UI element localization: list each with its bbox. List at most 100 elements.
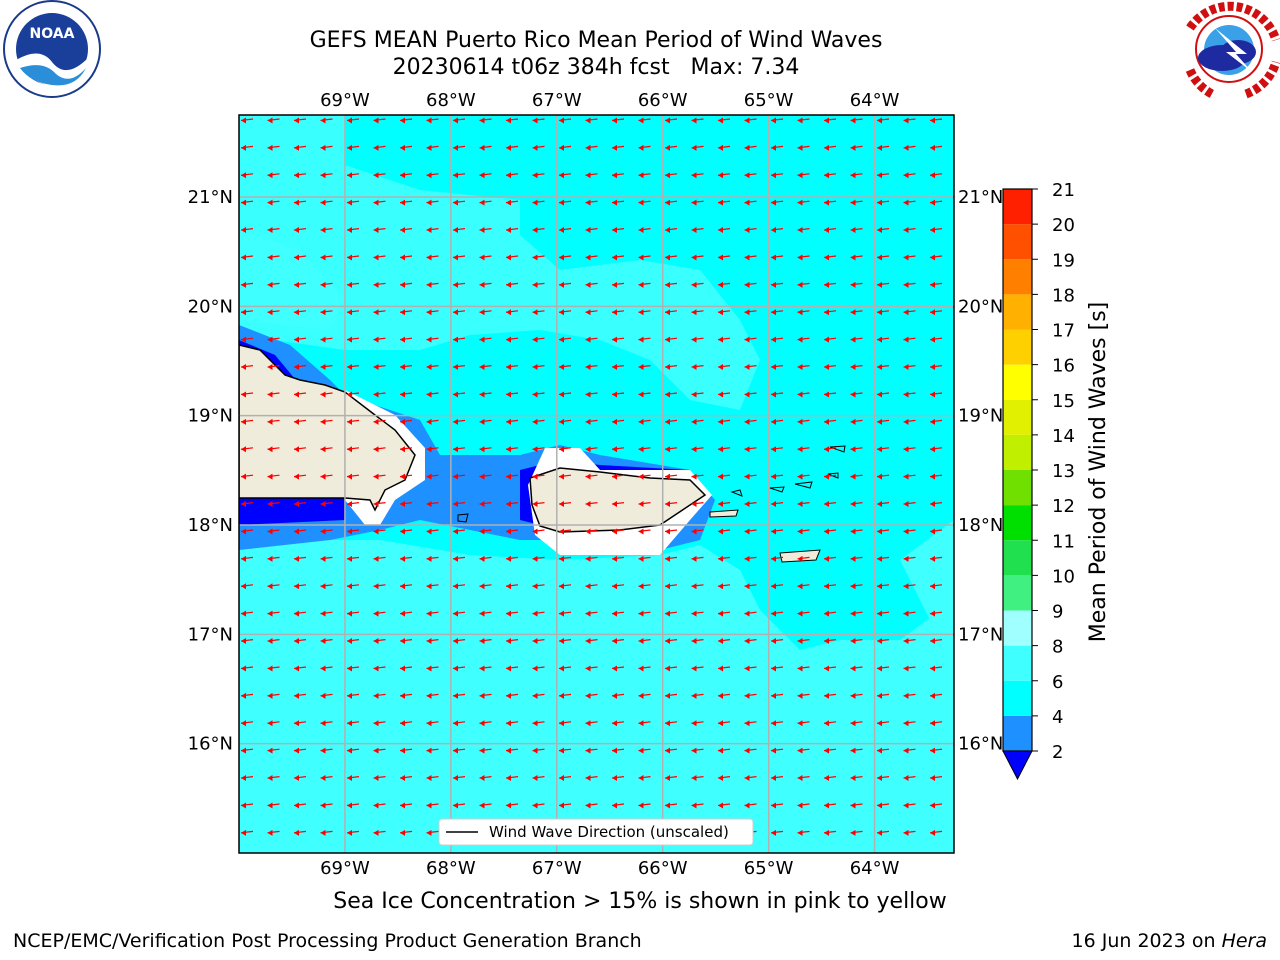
wave-direction-arrow	[426, 418, 439, 425]
wave-direction-arrow	[320, 583, 333, 590]
wave-direction-arrow	[452, 610, 466, 617]
colorbar-bin	[1003, 610, 1032, 646]
wave-direction-arrow	[267, 555, 280, 562]
noaa-logo: NOAA	[3, 0, 101, 98]
wave-direction-arrow	[532, 802, 545, 809]
wave-direction-arrow	[611, 747, 625, 754]
wave-direction-arrow	[240, 555, 254, 562]
wave-direction-arrow	[770, 364, 784, 371]
wave-direction-arrow	[267, 281, 280, 288]
wave-direction-arrow	[929, 199, 943, 206]
wave-direction-arrow	[452, 692, 466, 699]
wave-direction-arrow	[611, 528, 625, 535]
wave-direction-arrow	[532, 364, 545, 371]
wave-direction-arrow	[876, 391, 890, 398]
wave-direction-arrow	[717, 665, 731, 672]
map-frame	[238, 114, 955, 854]
wave-direction-arrow	[399, 172, 413, 179]
wave-direction-arrow	[717, 199, 731, 206]
wave-direction-arrow	[770, 747, 784, 754]
wave-direction-arrow	[505, 254, 519, 261]
wave-direction-arrow	[240, 117, 254, 124]
wave-direction-arrow	[267, 254, 280, 261]
wave-direction-arrow	[744, 336, 757, 343]
wave-direction-arrow	[320, 829, 333, 836]
wave-direction-arrow	[532, 391, 545, 398]
wave-direction-arrow	[585, 144, 598, 151]
wave-direction-arrow	[876, 692, 890, 699]
wave-direction-arrow	[532, 254, 545, 261]
wave-direction-arrow	[611, 473, 625, 480]
wave-direction-arrow	[823, 172, 837, 179]
colorbar: 2 4 6 8 9 10 11 12 13 14 15 16 17 18 19 20 21	[1002, 180, 1075, 781]
wave-direction-arrow	[717, 418, 731, 425]
wave-direction-arrow	[770, 446, 784, 453]
wave-direction-arrow	[479, 555, 492, 562]
wave-direction-arrow	[505, 364, 519, 371]
wave-direction-arrow	[320, 309, 333, 316]
wave-direction-arrow	[823, 309, 837, 316]
wave-direction-arrow	[585, 364, 598, 371]
wave-direction-arrow	[532, 199, 545, 206]
wave-direction-arrow	[320, 227, 333, 234]
longitude-labels-top: 69°W 68°W 67°W 66°W 65°W 64°W	[320, 90, 900, 111]
wave-direction-arrow	[426, 199, 439, 206]
wave-direction-arrow	[320, 117, 333, 124]
wind-wave-direction-arrows	[240, 117, 943, 836]
wave-direction-arrow	[876, 446, 890, 453]
wave-direction-arrow	[267, 692, 280, 699]
wave-direction-arrow	[664, 281, 678, 288]
wave-direction-arrow	[346, 473, 360, 480]
wave-direction-arrow	[797, 775, 810, 782]
wave-direction-arrow	[479, 720, 492, 727]
wave-direction-arrow	[638, 692, 651, 699]
wave-direction-arrow	[638, 446, 651, 453]
wave-direction-arrow	[691, 638, 704, 645]
wave-direction-arrow	[399, 117, 413, 124]
wave-direction-arrow	[267, 144, 280, 151]
wave-direction-arrow	[717, 336, 731, 343]
wave-direction-arrow	[240, 446, 254, 453]
wave-direction-arrow	[452, 336, 466, 343]
wave-direction-arrow	[505, 309, 519, 316]
wave-direction-arrow	[585, 391, 598, 398]
wave-direction-arrow	[744, 501, 757, 508]
wave-direction-arrow	[929, 144, 943, 151]
wave-direction-arrow	[452, 391, 466, 398]
lat-label-right: 21°N	[958, 187, 1003, 208]
wave-direction-arrow	[558, 528, 572, 535]
wave-direction-arrow	[240, 501, 254, 508]
wave-direction-arrow	[373, 309, 386, 316]
wave-direction-arrow	[240, 144, 254, 151]
wave-direction-arrow	[558, 692, 572, 699]
wave-direction-arrow	[691, 555, 704, 562]
wave-direction-arrow	[691, 281, 704, 288]
wave-direction-arrow	[611, 720, 625, 727]
wave-direction-arrow	[876, 117, 890, 124]
wave-direction-arrow	[850, 610, 863, 617]
wave-direction-arrow	[479, 775, 492, 782]
wave-direction-arrow	[876, 144, 890, 151]
lon-label-bottom: 69°W	[320, 858, 370, 879]
wave-direction-arrow	[744, 391, 757, 398]
wave-direction-arrow	[744, 473, 757, 480]
wave-direction-arrow	[479, 446, 492, 453]
wave-direction-arrow	[717, 775, 731, 782]
wave-direction-arrow	[876, 501, 890, 508]
wave-direction-arrow	[770, 144, 784, 151]
wave-direction-arrow	[744, 665, 757, 672]
wave-direction-arrow	[558, 144, 572, 151]
wave-direction-arrow	[797, 227, 810, 234]
colorbar-bin	[1003, 364, 1032, 400]
wave-direction-arrow	[293, 610, 307, 617]
wave-direction-arrow	[876, 555, 890, 562]
wave-direction-arrow	[505, 199, 519, 206]
wave-direction-arrow	[532, 501, 545, 508]
wave-direction-arrow	[426, 555, 439, 562]
wave-direction-arrow	[267, 473, 280, 480]
wave-direction-arrow	[558, 254, 572, 261]
wave-direction-arrow	[797, 254, 810, 261]
wave-direction-arrow	[850, 665, 863, 672]
wave-direction-arrow	[320, 199, 333, 206]
colorbar-tick-label: 4	[1052, 707, 1063, 728]
